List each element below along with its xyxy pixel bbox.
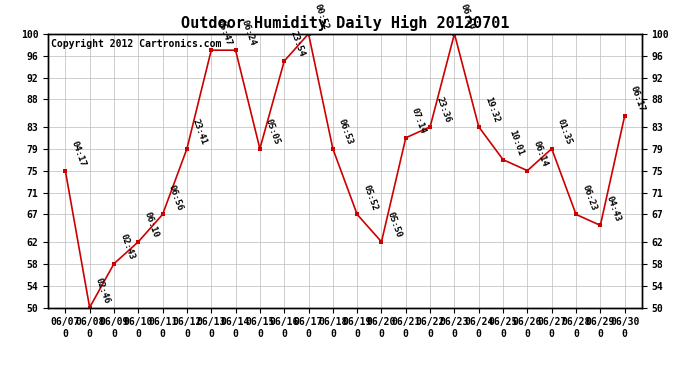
Text: 23:36: 23:36 — [434, 96, 452, 124]
Text: 06:23: 06:23 — [580, 183, 598, 211]
Text: 19:32: 19:32 — [483, 96, 500, 124]
Text: 23:54: 23:54 — [288, 30, 306, 58]
Text: 00:52: 00:52 — [313, 3, 331, 31]
Title: Outdoor Humidity Daily High 20120701: Outdoor Humidity Daily High 20120701 — [181, 15, 509, 31]
Text: 05:50: 05:50 — [386, 211, 403, 239]
Text: 04:17: 04:17 — [70, 140, 87, 168]
Text: 02:43: 02:43 — [118, 232, 136, 261]
Text: 06:14: 06:14 — [531, 140, 549, 168]
Text: 06:50: 06:50 — [459, 3, 476, 31]
Text: 01:35: 01:35 — [556, 118, 573, 146]
Text: 07:14: 07:14 — [410, 106, 428, 135]
Text: 06:24: 06:24 — [239, 19, 257, 47]
Text: 04:43: 04:43 — [604, 194, 622, 223]
Text: 05:05: 05:05 — [264, 118, 282, 146]
Text: 06:56: 06:56 — [167, 183, 184, 211]
Text: 05:52: 05:52 — [362, 183, 379, 211]
Text: 23:41: 23:41 — [191, 118, 209, 146]
Text: 06:53: 06:53 — [337, 118, 355, 146]
Text: 06:17: 06:17 — [629, 85, 647, 113]
Text: 06:10: 06:10 — [142, 211, 160, 239]
Text: Copyright 2012 Cartronics.com: Copyright 2012 Cartronics.com — [51, 39, 221, 49]
Text: 05:47: 05:47 — [215, 19, 233, 47]
Text: 10:01: 10:01 — [507, 129, 525, 157]
Text: 02:46: 02:46 — [94, 276, 112, 305]
